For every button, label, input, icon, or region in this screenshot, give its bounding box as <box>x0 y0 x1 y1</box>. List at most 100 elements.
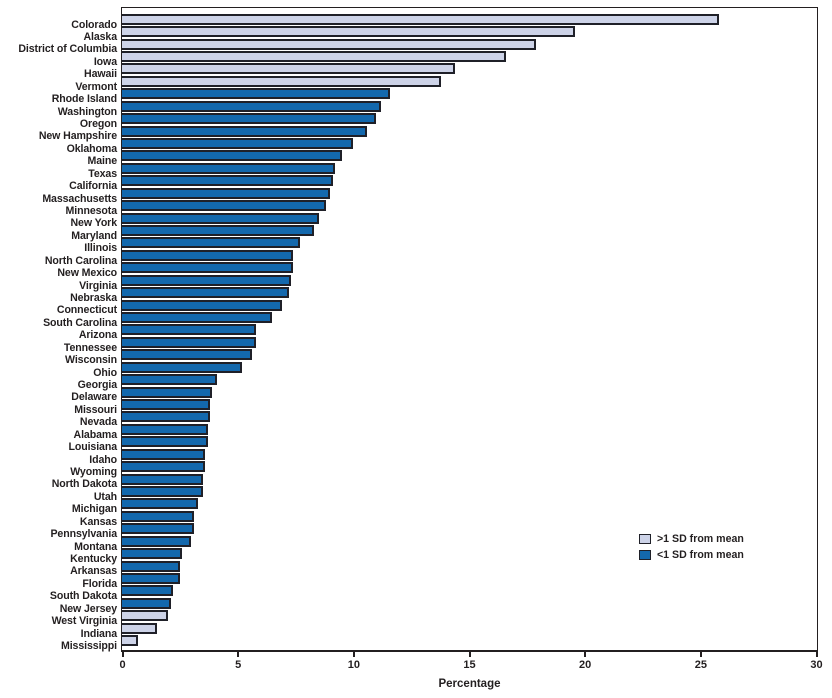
bar <box>122 125 368 137</box>
y-axis-label: New Hampshire <box>38 130 117 143</box>
bar <box>122 535 192 547</box>
y-axis-label: Massachusetts <box>42 192 117 205</box>
y-axis-label: Idaho <box>89 453 117 466</box>
y-axis-label: South Dakota <box>49 590 117 603</box>
bar <box>122 399 210 411</box>
x-tick-mark <box>468 652 471 657</box>
x-tick-mark <box>121 652 124 657</box>
y-axis-label: Kansas <box>79 515 117 528</box>
bar <box>122 162 335 174</box>
y-axis-label: California <box>69 180 117 193</box>
y-axis-label: Ohio <box>93 366 117 379</box>
y-axis-label: Tennessee <box>63 341 117 354</box>
x-tick-label: 5 <box>235 659 242 671</box>
y-axis-label: Colorado <box>71 18 117 31</box>
bar <box>122 461 206 473</box>
bar <box>122 386 213 398</box>
y-axis-label: District of Columbia <box>18 43 117 56</box>
y-axis-label: Louisiana <box>68 441 117 454</box>
bar <box>122 436 208 448</box>
x-tick-mark <box>237 652 240 657</box>
bar <box>122 411 210 423</box>
y-axis-label: Maryland <box>71 229 117 242</box>
bar <box>122 225 314 237</box>
x-tick-label: 20 <box>579 659 592 671</box>
y-axis-label: Washington <box>57 105 117 118</box>
y-axis-label: Hawaii <box>84 68 117 81</box>
x-tick-mark <box>584 652 587 657</box>
bar <box>122 13 719 25</box>
legend: >1 SD from mean <1 SD from mean <box>639 531 744 563</box>
y-axis-label: Indiana <box>80 627 117 640</box>
y-axis-label: Utah <box>93 490 117 503</box>
bar <box>122 597 171 609</box>
y-axis-label: North Dakota <box>51 478 117 491</box>
y-axis-label: Nevada <box>79 416 117 429</box>
bar <box>122 560 180 572</box>
bar <box>122 635 139 647</box>
y-axis-label: North Carolina <box>44 254 117 267</box>
legend-label: <1 SD from mean <box>657 549 744 561</box>
x-tick-label: 10 <box>347 659 360 671</box>
legend-entry: >1 SD from mean <box>639 531 744 547</box>
bar <box>122 175 333 187</box>
x-tick-mark <box>352 652 355 657</box>
bar <box>122 113 377 125</box>
y-axis-label: Wyoming <box>70 465 117 478</box>
y-axis-label: Iowa <box>93 55 117 68</box>
legend-entry: <1 SD from mean <box>639 547 744 563</box>
bar <box>122 38 537 50</box>
bar <box>122 523 194 535</box>
bar <box>122 486 203 498</box>
y-axis-label: Nebraska <box>70 291 117 304</box>
bar <box>122 510 194 522</box>
bar <box>122 361 243 373</box>
bar <box>122 374 217 386</box>
y-axis-label: Pennsylvania <box>50 528 117 541</box>
y-axis-label: New Mexico <box>57 267 117 280</box>
bar <box>122 312 273 324</box>
y-axis-label: Vermont <box>75 80 117 93</box>
legend-label: >1 SD from mean <box>657 533 744 545</box>
bar <box>122 448 206 460</box>
bar <box>122 274 291 286</box>
y-axis-label: Delaware <box>71 391 117 404</box>
y-axis-label: New Jersey <box>59 602 117 615</box>
y-axis-label: Rhode Island <box>51 93 117 106</box>
bar <box>122 150 342 162</box>
bar <box>122 63 456 75</box>
y-axis-label: Alaska <box>83 30 117 43</box>
x-tick-mark <box>815 652 818 657</box>
bar <box>122 498 199 510</box>
bar <box>122 88 391 100</box>
bar <box>122 349 252 361</box>
y-axis-label: Kentucky <box>70 552 117 565</box>
bar <box>122 75 442 87</box>
x-tick-label: 25 <box>694 659 707 671</box>
y-axis-label: Alabama <box>73 428 118 441</box>
y-axis-label: Wisconsin <box>65 354 117 367</box>
bar <box>122 324 257 336</box>
plot-area <box>121 7 818 652</box>
bar <box>122 573 180 585</box>
x-tick-mark <box>699 652 702 657</box>
y-axis-label: Texas <box>88 167 117 180</box>
bar <box>122 423 208 435</box>
bar <box>122 51 506 62</box>
bar <box>122 548 183 560</box>
x-tick-label: 15 <box>463 659 476 671</box>
y-axis-label: Connecticut <box>56 304 117 317</box>
y-axis-label: New York <box>70 217 118 230</box>
bar <box>122 262 294 274</box>
bar <box>122 200 326 212</box>
bar <box>122 299 282 311</box>
y-axis-label: Georgia <box>77 378 117 391</box>
bar <box>122 287 289 299</box>
y-axis-label: Missouri <box>74 403 117 416</box>
bar <box>122 336 257 348</box>
bar <box>122 249 294 261</box>
y-axis-label: West Virginia <box>51 615 118 628</box>
bar <box>122 473 203 485</box>
bar <box>122 585 173 597</box>
